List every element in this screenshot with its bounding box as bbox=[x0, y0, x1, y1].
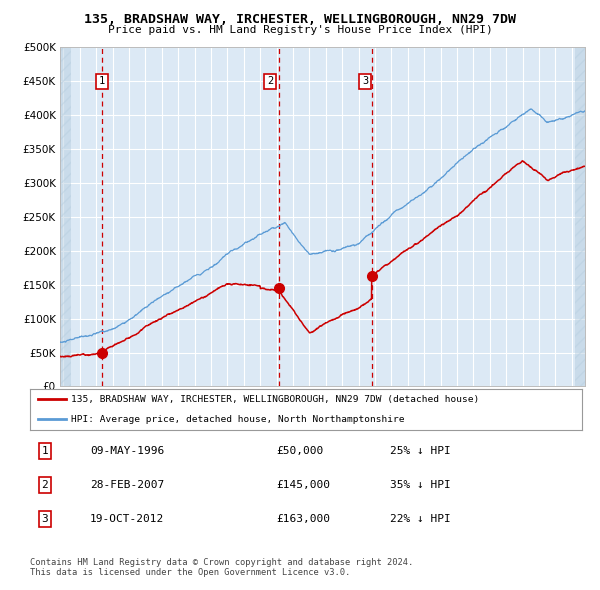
Text: 135, BRADSHAW WAY, IRCHESTER, WELLINGBOROUGH, NN29 7DW (detached house): 135, BRADSHAW WAY, IRCHESTER, WELLINGBOR… bbox=[71, 395, 479, 404]
Text: 1: 1 bbox=[99, 76, 105, 86]
Text: HPI: Average price, detached house, North Northamptonshire: HPI: Average price, detached house, Nort… bbox=[71, 415, 405, 424]
Text: 135, BRADSHAW WAY, IRCHESTER, WELLINGBOROUGH, NN29 7DW: 135, BRADSHAW WAY, IRCHESTER, WELLINGBOR… bbox=[84, 13, 516, 26]
Text: 28-FEB-2007: 28-FEB-2007 bbox=[90, 480, 164, 490]
Text: 35% ↓ HPI: 35% ↓ HPI bbox=[390, 480, 451, 490]
Text: 19-OCT-2012: 19-OCT-2012 bbox=[90, 514, 164, 524]
Text: Contains HM Land Registry data © Crown copyright and database right 2024.
This d: Contains HM Land Registry data © Crown c… bbox=[30, 558, 413, 577]
Text: 2: 2 bbox=[267, 76, 273, 86]
Text: £145,000: £145,000 bbox=[276, 480, 330, 490]
Bar bbox=[575, 47, 585, 386]
Text: £163,000: £163,000 bbox=[276, 514, 330, 524]
Text: 1: 1 bbox=[41, 446, 49, 455]
Text: 2: 2 bbox=[41, 480, 49, 490]
Text: £50,000: £50,000 bbox=[276, 446, 323, 455]
Text: 3: 3 bbox=[362, 76, 368, 86]
Text: 22% ↓ HPI: 22% ↓ HPI bbox=[390, 514, 451, 524]
Text: 09-MAY-1996: 09-MAY-1996 bbox=[90, 446, 164, 455]
Text: 3: 3 bbox=[41, 514, 49, 524]
Bar bbox=[60, 47, 71, 386]
Text: Price paid vs. HM Land Registry's House Price Index (HPI): Price paid vs. HM Land Registry's House … bbox=[107, 25, 493, 35]
Text: 25% ↓ HPI: 25% ↓ HPI bbox=[390, 446, 451, 455]
